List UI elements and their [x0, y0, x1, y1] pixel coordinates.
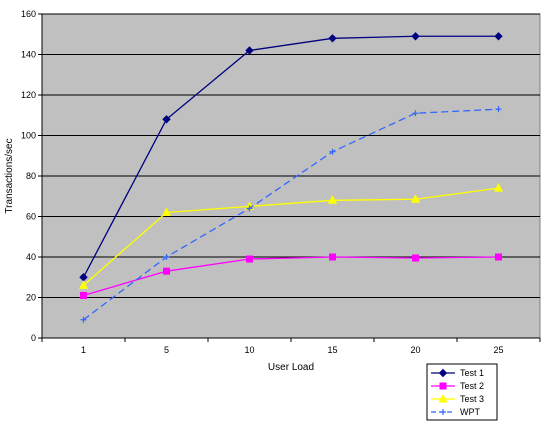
legend-item-test-1: Test 1 [431, 368, 484, 378]
series-test-1 [79, 32, 503, 282]
data-point-test-3 [161, 207, 172, 216]
y-axis-title: Transactions/sec [4, 138, 15, 213]
legend-marker [439, 382, 447, 390]
legend-item-test-3: Test 3 [431, 393, 484, 404]
x-tick-label: 20 [410, 345, 420, 355]
data-point-test-1 [411, 32, 420, 41]
data-point-test-3 [410, 194, 421, 203]
data-point-test-1 [245, 46, 254, 55]
x-tick-label: 5 [164, 345, 169, 355]
series-group [78, 32, 504, 323]
x-axis-title: User Load [268, 362, 314, 373]
legend-item-wpt: WPT [431, 407, 480, 417]
legend-marker [438, 393, 448, 403]
x-tick-labels: 1 5 10 15 20 25 [41, 338, 541, 355]
legend-label: Test 3 [460, 394, 484, 404]
data-point-wpt [80, 316, 87, 323]
data-point-test-2 [329, 253, 336, 261]
y-tick-label: 60 [26, 212, 36, 222]
y-tick-label: 20 [26, 293, 36, 303]
series-line-test-3 [83, 187, 499, 286]
y-tick-label: 100 [21, 131, 36, 141]
legend-marker [438, 368, 448, 378]
data-point-test-3 [493, 183, 504, 192]
y-tick-label: 160 [21, 9, 36, 19]
y-tick-label: 40 [26, 252, 36, 262]
data-point-test-2 [412, 254, 419, 262]
data-point-test-3 [327, 195, 338, 204]
data-point-test-1 [328, 34, 337, 43]
data-point-test-2 [163, 267, 170, 275]
data-point-wpt [412, 110, 419, 117]
series-line-test-2 [83, 256, 499, 297]
data-point-wpt [163, 254, 170, 260]
y-tick-label: 120 [21, 90, 36, 100]
x-tick-label: 25 [493, 345, 503, 355]
legend-label: Test 2 [460, 381, 484, 391]
x-tick-label: 10 [244, 345, 254, 355]
data-point-wpt [495, 106, 502, 113]
y-tick-label: 0 [31, 333, 36, 343]
series-test-2 [80, 253, 502, 299]
series-line-test-1 [82, 35, 499, 278]
y-tick-label: 80 [26, 171, 36, 181]
y-tick-labels: 0 20 40 60 80 100 120 140 160 [21, 9, 42, 343]
data-point-test-2 [246, 255, 253, 263]
legend: Test 1 Test 2 Test 3 WPT [426, 363, 498, 421]
legend-item-test-2: Test 2 [431, 381, 484, 391]
legend-label: WPT [460, 407, 480, 417]
data-point-wpt [246, 205, 253, 212]
x-tick-label: 1 [81, 345, 86, 355]
data-point-test-2 [495, 253, 502, 261]
legend-label: Test 1 [460, 368, 484, 378]
data-point-test-2 [80, 291, 87, 299]
y-tick-label: 140 [21, 50, 36, 60]
data-point-test-3 [78, 280, 89, 289]
x-tick-label: 15 [327, 345, 337, 355]
legend-marker [440, 409, 446, 415]
data-point-test-1 [494, 32, 503, 41]
data-point-test-1 [162, 115, 171, 124]
series-wpt [80, 106, 502, 323]
data-point-wpt [329, 148, 336, 155]
